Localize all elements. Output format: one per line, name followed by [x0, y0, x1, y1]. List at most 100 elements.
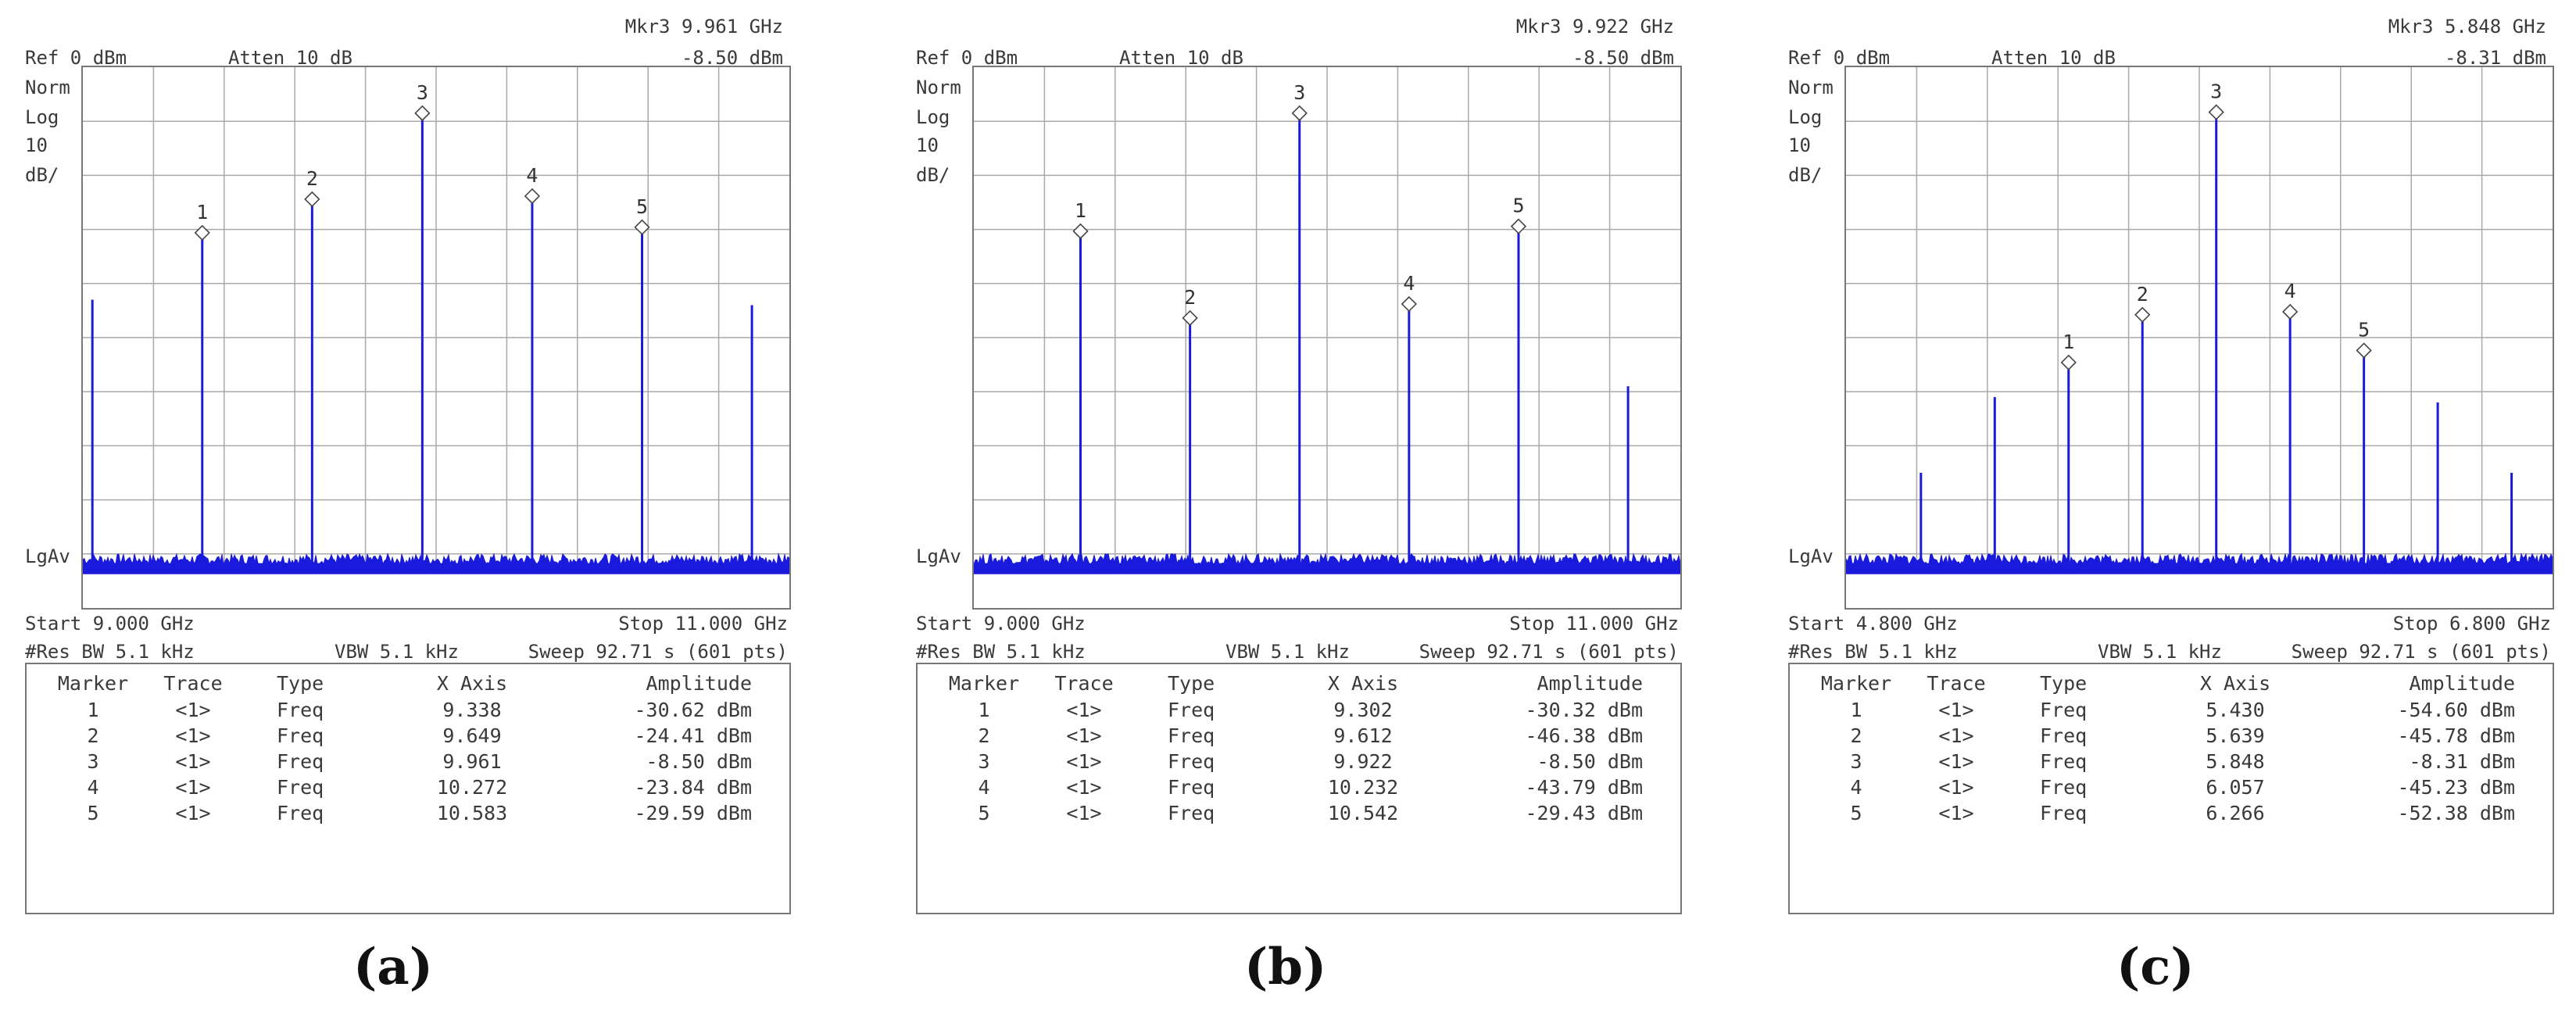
table-header-amplitude: Amplitude — [1537, 672, 1643, 695]
table-cell-r4-trace: <1> — [175, 776, 211, 799]
below-floor-mask — [83, 574, 789, 608]
scale-label-log: Log — [916, 106, 950, 128]
table-cell-r5-trace: <1> — [175, 802, 211, 824]
table-cell-r1-marker: 1 — [87, 699, 99, 721]
table-cell-r3-marker: 3 — [87, 750, 99, 773]
start-frequency: Start 9.000 GHz — [916, 613, 1086, 635]
spectrum-svg: 1 2 3 4 5 — [974, 67, 1680, 608]
table-header-x-axis: X Axis — [436, 672, 508, 695]
video-bandwidth: VBW 5.1 kHz — [1225, 641, 1350, 663]
table-cell-r2-marker: 2 — [1850, 724, 1862, 747]
marker-label-5: 5 — [2358, 318, 2370, 341]
table-cell-r4-marker: 4 — [1850, 776, 1862, 799]
ref-level: Ref 0 dBm — [1788, 47, 1891, 69]
table-cell-r2-marker: 2 — [87, 724, 99, 747]
table-cell-r5-amplitude: -29.59 dBm — [634, 802, 752, 824]
panel-caption: (c) — [2116, 938, 2195, 996]
marker-diamond-1 — [1072, 223, 1089, 239]
table-cell-r4-amplitude: -45.23 dBm — [2397, 776, 2515, 799]
table-cell-r1-type: Freq — [1168, 699, 1215, 721]
table-cell-r1-x-axis: 9.302 — [1333, 699, 1393, 721]
table-cell-r1-amplitude: -30.62 dBm — [634, 699, 752, 721]
spectrum-plot: 1 2 3 4 5 — [972, 66, 1682, 610]
marker-diamond-2 — [2134, 306, 2151, 323]
video-bandwidth: VBW 5.1 kHz — [2098, 641, 2222, 663]
table-cell-r1-trace: <1> — [1938, 699, 1974, 721]
start-frequency: Start 4.800 GHz — [1788, 613, 1958, 635]
scale-label-norm: Norm — [25, 77, 70, 98]
marker-diamond-3 — [1291, 105, 1308, 121]
marker-label-5: 5 — [1512, 195, 1524, 217]
table-cell-r5-trace: <1> — [1066, 802, 1102, 824]
marker-diamond-5 — [1510, 218, 1527, 234]
scale-label-db: dB/ — [1788, 164, 1823, 186]
marker-label-5: 5 — [636, 195, 648, 218]
marker-label-1: 1 — [2063, 331, 2074, 353]
scale-label-10: 10 — [916, 134, 939, 156]
table-cell-r2-amplitude: -46.38 dBm — [1525, 724, 1643, 747]
table-cell-r2-type: Freq — [2040, 724, 2088, 747]
table-cell-r5-type: Freq — [1168, 802, 1215, 824]
table-cell-r2-amplitude: -45.78 dBm — [2397, 724, 2515, 747]
marker-label-3: 3 — [1293, 81, 1305, 104]
marker-readout-freq: Mkr3 5.848 GHz — [2388, 16, 2546, 38]
table-header-marker: Marker — [948, 672, 1020, 695]
table-cell-r2-trace: <1> — [175, 724, 211, 747]
table-cell-r4-marker: 4 — [87, 776, 99, 799]
spectrum-svg: 1 2 3 4 5 — [83, 67, 789, 608]
table-cell-r5-x-axis: 10.583 — [436, 802, 508, 824]
table-cell-r4-type: Freq — [277, 776, 324, 799]
table-cell-r1-trace: <1> — [1066, 699, 1102, 721]
table-cell-r1-marker: 1 — [978, 699, 990, 721]
scale-label-norm: Norm — [1788, 77, 1834, 98]
table-cell-r5-type: Freq — [277, 802, 324, 824]
table-header-x-axis: X Axis — [1327, 672, 1399, 695]
table-cell-r5-marker: 5 — [87, 802, 99, 824]
attenuation: Atten 10 dB — [1119, 47, 1243, 69]
scale-label-norm: Norm — [916, 77, 961, 98]
grid — [1846, 67, 2553, 608]
table-cell-r2-type: Freq — [277, 724, 324, 747]
spectrum-plot: 1 2 3 4 5 — [1844, 66, 2554, 610]
table-cell-r5-x-axis: 6.266 — [2206, 802, 2265, 824]
table-cell-r1-marker: 1 — [1850, 699, 1862, 721]
marker-label-4: 4 — [526, 164, 538, 187]
marker-diamond-3 — [414, 105, 431, 121]
table-cell-r2-x-axis: 9.612 — [1333, 724, 1393, 747]
table-cell-r1-amplitude: -54.60 dBm — [2397, 699, 2515, 721]
table-cell-r4-amplitude: -43.79 dBm — [1525, 776, 1643, 799]
marker-diamond-3 — [2208, 104, 2224, 120]
table-cell-r5-trace: <1> — [1938, 802, 1974, 824]
marker-diamond-1 — [2060, 354, 2077, 370]
marker-label-3: 3 — [417, 81, 428, 104]
marker-label-1: 1 — [196, 201, 208, 223]
grid — [974, 67, 1680, 608]
sweep-time: Sweep 92.71 s (601 pts) — [2291, 641, 2551, 663]
table-cell-r5-marker: 5 — [978, 802, 990, 824]
marker-label-2: 2 — [306, 167, 318, 190]
noise-floor-base — [974, 563, 1680, 574]
scale-label-log: Log — [25, 106, 59, 128]
table-cell-r3-x-axis: 5.848 — [2206, 750, 2265, 773]
sweep-time: Sweep 92.71 s (601 pts) — [528, 641, 788, 663]
table-cell-r4-type: Freq — [2040, 776, 2088, 799]
marker-table: Marker Trace Type X Axis Amplitude 1 <1> Freq 9.… — [25, 663, 791, 914]
table-cell-r3-x-axis: 9.961 — [442, 750, 502, 773]
table-header-amplitude: Amplitude — [646, 672, 752, 695]
spectrum-plot: 1 2 3 4 5 — [81, 66, 791, 610]
marker-diamond-2 — [304, 191, 320, 208]
table-cell-r3-marker: 3 — [978, 750, 990, 773]
table-cell-r3-trace: <1> — [1066, 750, 1102, 773]
marker-label-2: 2 — [1184, 286, 1196, 309]
attenuation: Atten 10 dB — [228, 47, 352, 69]
marker-table: Marker Trace Type X Axis Amplitude 1 <1> Freq 9.… — [916, 663, 1682, 914]
scale-label-db: dB/ — [916, 164, 950, 186]
marker-diamond-4 — [1401, 295, 1417, 313]
table-header-amplitude: Amplitude — [2409, 672, 2515, 695]
table-cell-r1-x-axis: 5.430 — [2206, 699, 2265, 721]
table-cell-r2-x-axis: 5.639 — [2206, 724, 2265, 747]
resolution-bandwidth: #Res BW 5.1 kHz — [916, 641, 1086, 663]
marker-diamond-4 — [2282, 303, 2299, 320]
table-header-marker: Marker — [57, 672, 129, 695]
table-cell-r5-amplitude: -29.43 dBm — [1525, 802, 1643, 824]
